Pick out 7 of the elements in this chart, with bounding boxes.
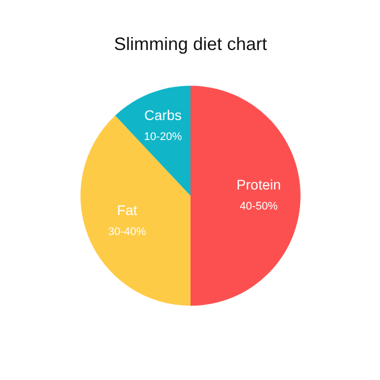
chart-title: Slimming diet chart xyxy=(114,34,268,54)
slice-label: Protein xyxy=(236,176,281,193)
text: 10-20% xyxy=(144,131,182,144)
slice-label: Carbs xyxy=(144,107,182,124)
text: 40-50% xyxy=(240,200,278,213)
text: 30-40% xyxy=(108,226,146,238)
slice-label: Fat xyxy=(116,202,138,218)
